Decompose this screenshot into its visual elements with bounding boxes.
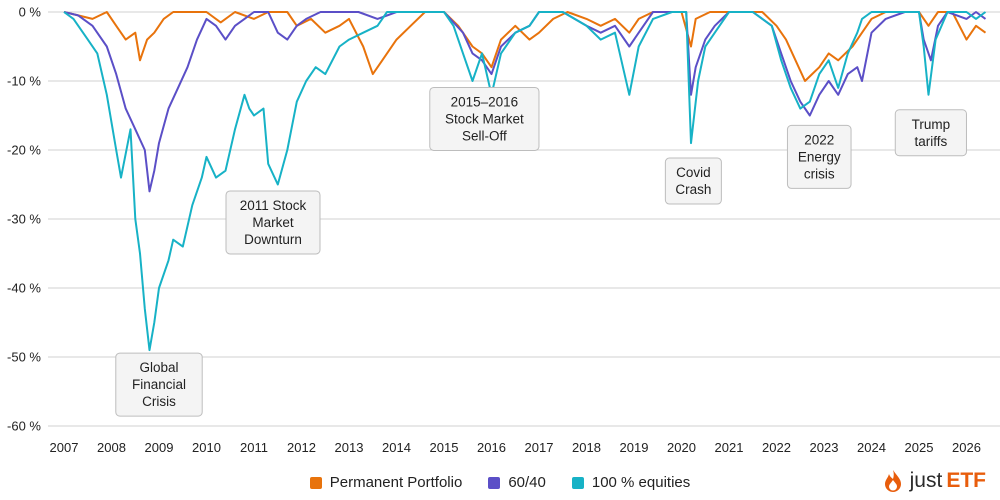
annotation-text: Crisis xyxy=(142,394,176,409)
legend-item-permanent-portfolio[interactable]: Permanent Portfolio xyxy=(309,474,463,491)
x-tick-label: 2015 xyxy=(430,440,459,455)
x-tick-label: 2008 xyxy=(97,440,126,455)
annotation-text: Trump xyxy=(912,117,951,132)
y-tick-label: -50 % xyxy=(7,350,41,365)
logo-text-just: just xyxy=(909,469,943,492)
series-line xyxy=(63,11,987,82)
annotation: 2022 Energy crisis xyxy=(786,124,852,189)
x-tick-label: 2009 xyxy=(145,440,174,455)
annotation-text: Global xyxy=(139,360,178,375)
y-tick-label: -60 % xyxy=(7,419,41,434)
annotation-box xyxy=(225,190,321,255)
legend-item-100-equities[interactable]: 100 % equities xyxy=(571,474,691,491)
y-tick-label: -10 % xyxy=(7,74,41,89)
legend-label: Permanent Portfolio xyxy=(329,474,463,491)
legend: Permanent Portfolio 60/40 100 % equities xyxy=(0,474,1000,491)
legend-swatch xyxy=(309,476,322,489)
x-tick-label: 2011 xyxy=(240,440,268,455)
annotation-text: Stock Market xyxy=(445,111,524,126)
x-tick-label: 2014 xyxy=(382,440,411,455)
x-tick-label: 2019 xyxy=(620,440,649,455)
annotation-text: Financial xyxy=(132,377,186,392)
flame-icon xyxy=(884,470,901,492)
y-tick-label: -20 % xyxy=(7,143,41,158)
annotation-text: crisis xyxy=(804,166,835,181)
annotation-text: tariffs xyxy=(914,134,947,149)
annotations: Global Financial Crisis 2011 Stock Market Dow… xyxy=(115,86,967,417)
annotation-text: 2015–2016 xyxy=(451,94,519,109)
annotation-box xyxy=(894,109,967,157)
annotation-box xyxy=(786,124,852,189)
annotation-text: Market xyxy=(252,215,294,230)
x-tick-label: 2021 xyxy=(715,440,744,455)
annotation-box xyxy=(429,86,540,151)
annotation: 2015–2016 Stock Market Sell-Off xyxy=(429,86,540,151)
annotation-text: 2011 Stock xyxy=(240,198,307,213)
x-tick-label: 2020 xyxy=(667,440,696,455)
x-tick-label: 2025 xyxy=(905,440,934,455)
x-tick-label: 2016 xyxy=(477,440,506,455)
x-tick-label: 2023 xyxy=(810,440,839,455)
x-tick-label: 2013 xyxy=(335,440,364,455)
x-tick-label: 2018 xyxy=(572,440,601,455)
annotation-text: 2022 xyxy=(804,132,834,147)
y-tick-label: -40 % xyxy=(7,281,41,296)
x-axis: 2007 2008 2009 2010 2011 2012 2013 2014 2015 2016… xyxy=(50,440,981,455)
annotation: Covid Crash xyxy=(664,157,722,205)
annotation-text: Covid xyxy=(676,165,711,180)
legend-item-60-40[interactable]: 60/40 xyxy=(488,474,546,491)
annotation-text: Downturn xyxy=(244,232,302,247)
annotation: Global Financial Crisis xyxy=(115,352,203,417)
x-tick-label: 2017 xyxy=(525,440,554,455)
y-tick-label: 0 % xyxy=(19,5,42,20)
legend-label: 100 % equities xyxy=(591,474,691,491)
annotation-box xyxy=(664,157,722,205)
x-tick-label: 2024 xyxy=(857,440,886,455)
logo-text-etf: ETF xyxy=(946,469,986,492)
legend-swatch xyxy=(488,476,501,489)
series-lines xyxy=(63,11,987,352)
justetf-logo: just ETF xyxy=(880,468,986,494)
annotation-text: Sell-Off xyxy=(462,128,507,143)
legend-swatch xyxy=(571,476,584,489)
legend-label: 60/40 xyxy=(508,474,546,491)
annotation: 2011 Stock Market Downturn xyxy=(225,190,321,255)
series-line xyxy=(63,11,987,352)
x-tick-label: 2007 xyxy=(50,440,79,455)
x-tick-label: 2012 xyxy=(287,440,316,455)
annotation-box xyxy=(115,352,203,417)
y-tick-label: -30 % xyxy=(7,212,41,227)
annotation-text: Crash xyxy=(675,182,711,197)
x-tick-label: 2022 xyxy=(762,440,791,455)
x-tick-label: 2010 xyxy=(192,440,221,455)
y-axis: 0 % -10 % -20 % -30 % -40 % -50 % -60 % xyxy=(7,5,41,434)
drawdown-chart: 0 %-10 %-20 %-30 %-40 %-50 %-60 % 2007 20… xyxy=(7,5,1000,455)
annotation: Trump tariffs xyxy=(894,109,967,157)
annotation-text: Energy xyxy=(798,149,841,164)
x-tick-label: 2026 xyxy=(952,440,981,455)
